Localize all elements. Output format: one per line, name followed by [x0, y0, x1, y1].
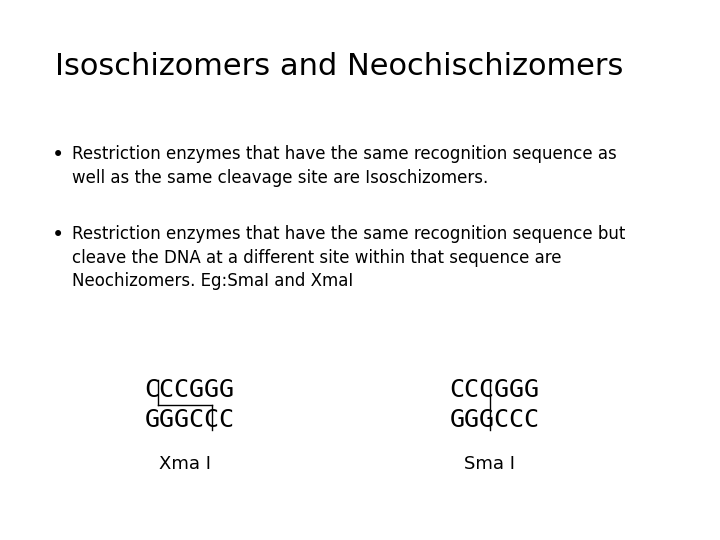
Text: Sma I: Sma I [464, 455, 516, 473]
Text: •: • [52, 225, 64, 245]
Text: Restriction enzymes that have the same recognition sequence but
cleave the DNA a: Restriction enzymes that have the same r… [72, 225, 626, 290]
Text: GGGCCC: GGGCCC [145, 408, 235, 432]
Text: •: • [52, 145, 64, 165]
Text: CCCGGG: CCCGGG [145, 378, 235, 402]
Text: Restriction enzymes that have the same recognition sequence as
well as the same : Restriction enzymes that have the same r… [72, 145, 617, 187]
Text: Isoschizomers and Neochischizomers: Isoschizomers and Neochischizomers [55, 52, 624, 81]
Text: CCCGGG: CCCGGG [449, 378, 539, 402]
Text: Xma I: Xma I [159, 455, 211, 473]
Text: GGGCCC: GGGCCC [449, 408, 539, 432]
